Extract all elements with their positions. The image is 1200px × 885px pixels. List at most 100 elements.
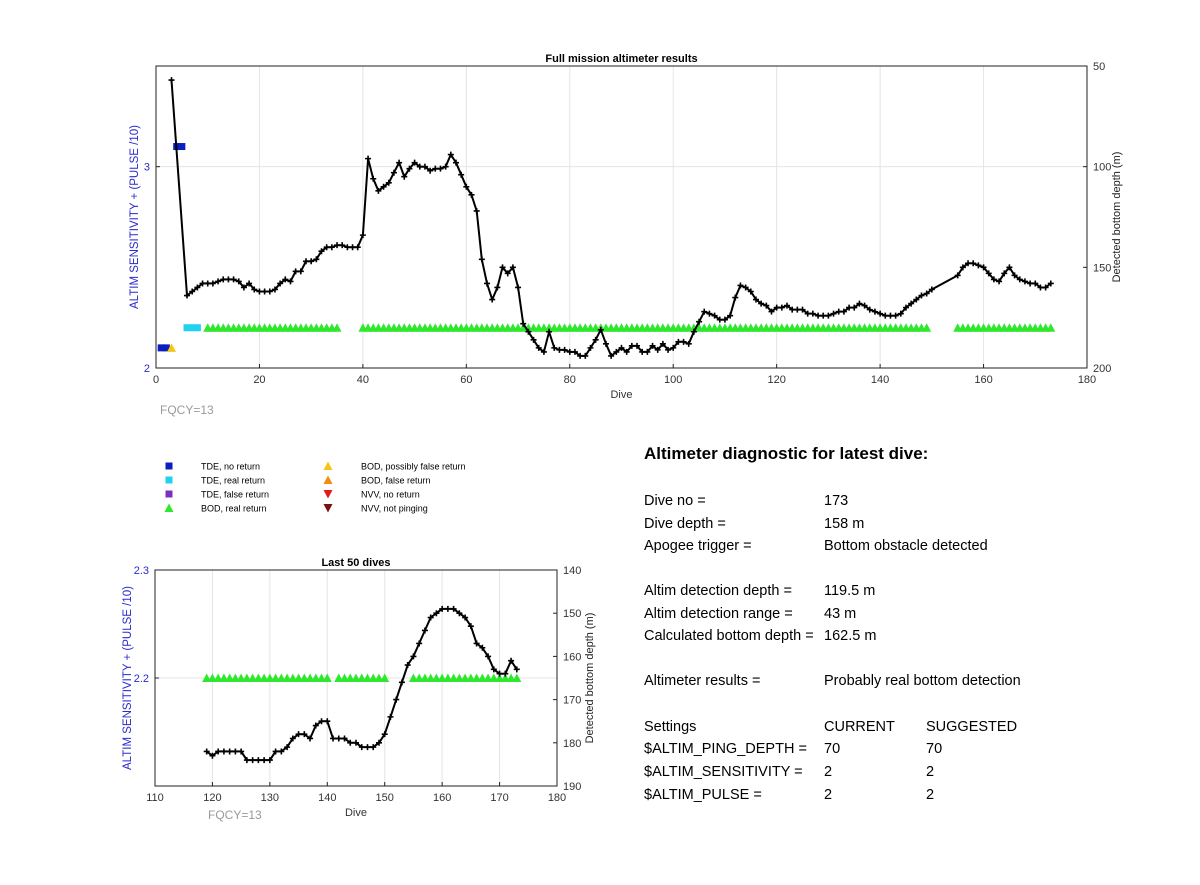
bottom-depth-point [444, 605, 451, 612]
bottom-depth-point [335, 735, 342, 742]
bod-real-return-marker [259, 673, 269, 682]
fqcy-label: FQCY=13 [160, 403, 214, 417]
bottom-depth-point [354, 244, 361, 251]
fqcy-label: FQCY=13 [208, 808, 262, 822]
bottom-depth-point [381, 731, 388, 738]
y-right-tick-label: 50 [1093, 61, 1105, 73]
bottom-depth-point [1006, 264, 1013, 271]
bottom-depth-point [209, 280, 216, 287]
setting-pulse-label: $ALTIM_PULSE = [644, 787, 762, 803]
y-right-tick-label: 160 [563, 651, 581, 663]
bottom-depth-point [370, 744, 377, 751]
bottom-depth-point [232, 748, 239, 755]
bod-real-return-marker [305, 673, 315, 682]
bottom-depth-point [209, 752, 216, 759]
bottom-depth-point [1047, 280, 1054, 287]
bottom-depth-point [551, 344, 558, 351]
bod-possibly-false-marker [167, 343, 177, 352]
bottom-depth-point [540, 348, 547, 355]
y-right-tick-label: 150 [1093, 262, 1111, 274]
bottom-depth-point [840, 308, 847, 315]
bod-real-return-marker [317, 673, 327, 682]
bottom-depth-point [432, 165, 439, 172]
x-tick-label: 120 [203, 792, 221, 804]
bottom-depth-point [385, 179, 392, 186]
bottom-depth-point [820, 312, 827, 319]
bottom-depth-point [478, 256, 485, 263]
bottom-depth-point [1042, 284, 1049, 291]
bottom-depth-point [644, 348, 651, 355]
y-left-tick-label: 2 [144, 363, 150, 375]
bottom-depth-point [954, 272, 961, 279]
bottom-depth-point [773, 304, 780, 311]
bottom-depth-point [665, 346, 672, 353]
bottom-depth-point [639, 348, 646, 355]
bottom-depth-point [421, 627, 428, 634]
bottom-depth-point [479, 644, 486, 651]
bod-real-return-marker [443, 673, 453, 682]
bod-real-return-marker [431, 673, 441, 682]
y-right-tick-label: 150 [563, 608, 581, 620]
bottom-depth-point [747, 288, 754, 295]
bottom-depth-point [271, 286, 278, 293]
bottom-depth-point [908, 300, 915, 307]
setting-sensitivity-current: 2 [824, 764, 833, 780]
bottom-depth-point [758, 300, 765, 307]
bottom-depth-point [716, 316, 723, 323]
altim-detection-range-value: 43 m [824, 606, 857, 622]
bottom-depth-point [375, 187, 382, 194]
x-tick-label: 0 [153, 374, 159, 386]
bod-real-return-marker [288, 673, 298, 682]
legend-label: TDE, false return [201, 490, 269, 500]
tde-no-return-marker [157, 344, 165, 352]
legend-swatch [323, 490, 333, 499]
setting-sensitivity-label: $ALTIM_SENSITIVITY = [644, 764, 803, 780]
bottom-depth-point [804, 310, 811, 317]
y-left-axis-label: ALTIM SENSITIVITY + (PULSE /10) [129, 125, 141, 309]
bottom-depth-point [592, 336, 599, 343]
bottom-depth-point [439, 605, 446, 612]
bod-real-return-marker [1046, 323, 1056, 332]
bod-real-return-marker [500, 673, 510, 682]
bottom-depth-point [597, 326, 604, 333]
bottom-depth-point [282, 276, 289, 283]
bottom-depth-point [318, 718, 325, 725]
bottom-depth-point [784, 302, 791, 309]
bottom-depth-point [685, 340, 692, 347]
bottom-depth-point [623, 348, 630, 355]
bod-real-return-marker [460, 673, 470, 682]
bottom-depth-point [297, 268, 304, 275]
bottom-depth-point [238, 748, 245, 755]
bottom-depth-point [168, 77, 175, 84]
bottom-depth-point [520, 320, 527, 327]
bottom-depth-point [375, 739, 382, 746]
bottom-depth-point [277, 280, 284, 287]
bottom-depth-point [835, 308, 842, 315]
bottom-depth-point [427, 614, 434, 621]
bod-real-return-marker [454, 673, 464, 682]
bottom-depth-point [255, 757, 262, 764]
bottom-depth-point [204, 280, 211, 287]
bottom-depth-point [473, 640, 480, 647]
bottom-depth-point [427, 167, 434, 174]
bod-real-return-marker [420, 673, 430, 682]
y-right-tick-label: 180 [563, 738, 581, 750]
bottom-depth-point [809, 310, 816, 317]
calculated-bottom-depth-label: Calculated bottom depth = [644, 628, 814, 644]
bottom-depth-point [628, 342, 635, 349]
bod-real-return-marker [408, 673, 418, 682]
main-chart: 0 20 40 60 80 100 120 140 160 180 2 3 50 100 150 200 Ful… [129, 53, 1123, 514]
legend-label: BOD, possibly false return [361, 462, 466, 472]
x-tick-label: 170 [490, 792, 508, 804]
legend-label: BOD, false return [361, 476, 431, 486]
bod-real-return-marker [426, 673, 436, 682]
bottom-depth-point [778, 304, 785, 311]
bod-real-return-marker [357, 673, 367, 682]
bottom-depth-point [433, 610, 440, 617]
bottom-depth-point [235, 278, 242, 285]
x-tick-label: 160 [974, 374, 992, 386]
bod-real-return-marker [202, 673, 212, 682]
tde-real-return-marker [183, 324, 191, 332]
bottom-depth-point [587, 344, 594, 351]
settings-header-label: Settings [644, 719, 697, 735]
